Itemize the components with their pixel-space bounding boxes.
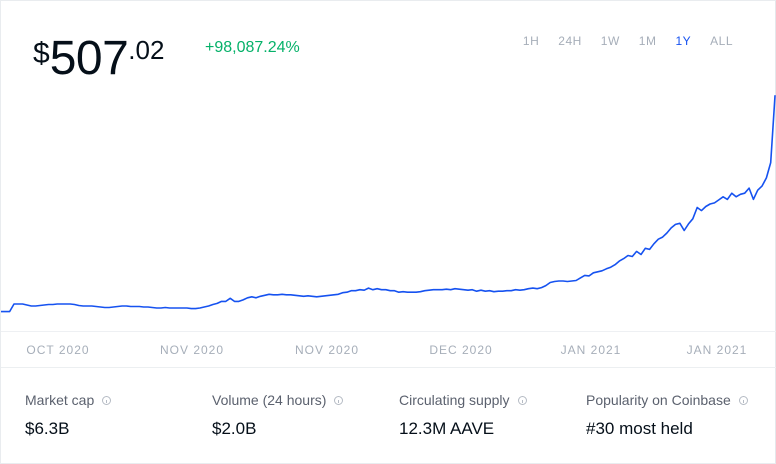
stat-market-cap: Market cap $6.3B	[25, 391, 112, 439]
section-divider	[1, 367, 776, 368]
stat-popularity: Popularity on Coinbase #30 most held	[586, 391, 748, 439]
stat-label: Popularity on Coinbase	[586, 392, 731, 408]
info-icon[interactable]	[102, 395, 112, 405]
x-tick-label: JAN 2021	[686, 343, 748, 357]
stat-value: $2.0B	[212, 419, 257, 438]
range-all[interactable]: ALL	[710, 34, 733, 48]
price-currency-symbol: $	[33, 37, 50, 70]
stat-volume: Volume (24 hours) $2.0B	[212, 391, 344, 439]
info-icon[interactable]	[738, 395, 748, 405]
stat-label: Volume (24 hours)	[212, 392, 327, 408]
x-tick-label: JAN 2021	[560, 343, 622, 357]
info-icon[interactable]	[517, 395, 527, 405]
info-icon[interactable]	[334, 395, 344, 405]
x-axis-ticks: OCT 2020 NOV 2020 NOV 2020 DEC 2020 JAN …	[1, 343, 776, 359]
current-price: $ 507 .02	[33, 31, 164, 87]
price-whole: 507	[49, 32, 129, 85]
x-tick-label: DEC 2020	[429, 343, 493, 357]
x-tick-label: NOV 2020	[159, 343, 225, 357]
stat-value: 12.3M AAVE	[399, 419, 495, 438]
x-axis-line	[1, 331, 776, 332]
range-1h[interactable]: 1H	[522, 34, 540, 48]
price-series-line	[1, 95, 776, 313]
price-change-percent: +98,087.24%	[205, 39, 300, 56]
stat-label: Market cap	[25, 392, 95, 408]
range-24h[interactable]: 24H	[558, 34, 582, 48]
x-tick-label: NOV 2020	[294, 343, 360, 357]
asset-stats: Market cap $6.3B Volume (24 hours) $2.0B…	[1, 391, 776, 451]
range-1m[interactable]: 1M	[638, 34, 657, 48]
stat-circulating-supply: Circulating supply 12.3M AAVE	[399, 391, 527, 439]
price-decimal: .02	[128, 35, 165, 65]
price-line-chart[interactable]	[1, 81, 776, 331]
range-1y[interactable]: 1Y	[675, 34, 692, 48]
range-1w[interactable]: 1W	[600, 34, 620, 48]
time-range-selector: 1H 24H 1W 1M 1Y ALL	[504, 34, 733, 48]
stat-value: $6.3B	[25, 419, 70, 438]
stat-value: #30 most held	[586, 419, 693, 438]
x-tick-label: OCT 2020	[26, 343, 90, 357]
stat-label: Circulating supply	[399, 392, 510, 408]
